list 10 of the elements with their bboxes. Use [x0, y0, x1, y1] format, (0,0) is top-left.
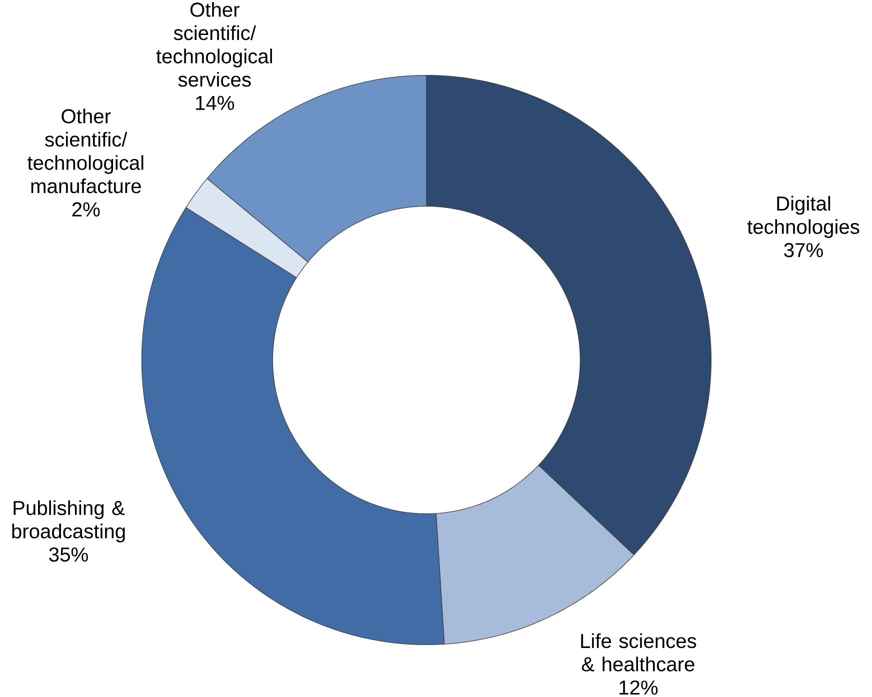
slice-label: Life sciences & healthcare	[581, 633, 696, 672]
data-label: 14%	[196, 96, 234, 110]
slice-label: Other scientific/ technological manufacture	[28, 108, 144, 194]
slice-label: Publishing & broadcasting	[12, 500, 125, 543]
data-label: 37%	[784, 243, 823, 258]
slice-label: Digital technologies	[747, 196, 860, 238]
data-label: 35%	[49, 548, 88, 562]
data-label: 12%	[620, 680, 658, 695]
slice-label: Other scientific/ technological services	[156, 2, 272, 87]
data-label: 2%	[72, 202, 100, 217]
